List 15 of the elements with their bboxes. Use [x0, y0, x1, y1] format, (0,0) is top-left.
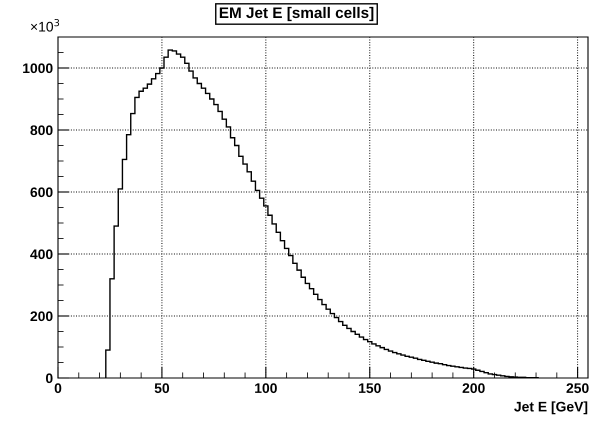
y-tick-label: 800 — [30, 125, 53, 136]
y-tick-label: 400 — [30, 249, 53, 260]
x-tick-label: 200 — [462, 383, 485, 394]
x-tick-label: 250 — [566, 383, 589, 394]
y-tick-label: 600 — [30, 187, 53, 198]
y-tick-label: 1000 — [23, 63, 53, 74]
x-axis-title: Jet E [GeV] — [514, 401, 588, 414]
x-tick-label: 50 — [154, 383, 170, 394]
chart-title: EM Jet E [small cells] — [220, 6, 374, 22]
y-tick-label: 0 — [46, 373, 53, 384]
y-tick-label: 200 — [30, 311, 53, 322]
x-tick-label: 100 — [255, 383, 277, 394]
x-tick-label: 0 — [54, 383, 62, 394]
x-tick-label: 150 — [359, 383, 381, 394]
text: ×10$^{3}$ — [30, 18, 60, 32]
